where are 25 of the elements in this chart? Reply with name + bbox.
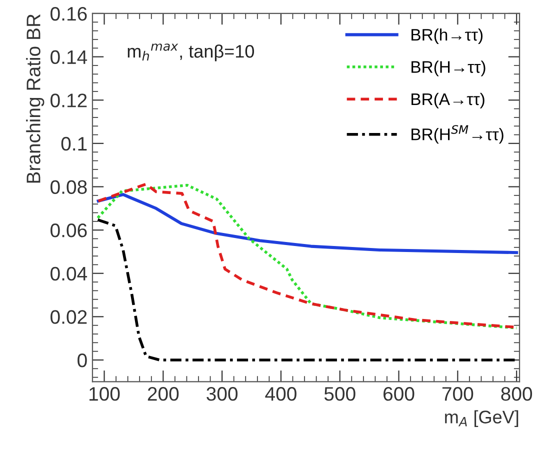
- x-tick-label: 600: [384, 387, 414, 401]
- x-tick-label: 100: [90, 387, 120, 401]
- y-tick-label: 0: [78, 353, 87, 368]
- y-axis-title: Branching Ratio BR: [26, 14, 44, 183]
- legend-label: BR(h→ττ): [412, 28, 483, 44]
- x-tick-label: 800: [501, 387, 532, 401]
- y-tick-label: 0.04: [50, 266, 88, 281]
- y-tick-label: 0.02: [50, 310, 87, 324]
- x-tick-label: 700: [442, 387, 474, 401]
- x-tick-label: 200: [148, 387, 179, 401]
- y-tick-label: 0.06: [50, 224, 87, 238]
- line-series: [96, 193, 518, 254]
- x-axis-title: m$_{A}$ [GeV]: [445, 410, 518, 428]
- y-tick-label: 0.1: [61, 136, 87, 151]
- legend-label: BR(H→ττ): [412, 60, 486, 76]
- annotation: m$_{h}$$^{max}$, tanβ=10: [128, 44, 254, 62]
- y-tick-label: 0.16: [50, 6, 87, 21]
- x-tick-label: 500: [324, 387, 356, 401]
- legend-label: BR(A→ττ): [412, 92, 484, 108]
- legend-label: BR(H$^{SM}$→ττ): [412, 125, 504, 144]
- x-tick-label: 400: [265, 387, 296, 401]
- x-tick-label: 300: [206, 387, 238, 401]
- y-tick-label: 0.12: [50, 94, 87, 108]
- y-tick-label: 0.08: [50, 180, 87, 194]
- y-tick-label: 0.14: [50, 50, 88, 64]
